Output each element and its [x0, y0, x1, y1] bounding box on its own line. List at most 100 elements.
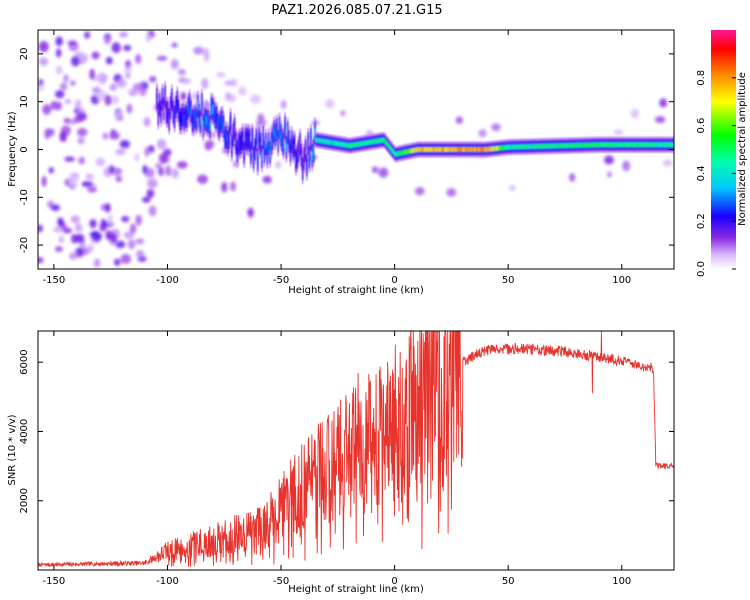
x-tick-label: 0: [391, 576, 397, 587]
spectrogram-ridge-cell: [521, 144, 523, 150]
spectrogram-ridge-cell: [506, 145, 508, 150]
colorbar-tick-label: 0.4: [696, 165, 707, 181]
spectrogram-noise-blob: [210, 131, 216, 138]
x-tick-label: -50: [273, 576, 289, 587]
spectrogram-noise-blob: [89, 218, 97, 229]
spectrogram-ridge-cell: [551, 143, 553, 149]
spectrogram-noise-blob: [157, 166, 165, 177]
spectrogram-ridge-cell: [419, 147, 421, 152]
spectrogram-ridge-cell: [314, 128, 316, 137]
spectrogram-noise-blob: [71, 233, 79, 244]
spectrogram-ridge-cell: [169, 103, 172, 113]
spectrogram-ridge-cell: [201, 100, 203, 109]
spectrogram-ridge-cell: [492, 146, 495, 152]
spectrogram-ridge-cell: [510, 144, 513, 150]
spectrogram-noise-blob: [112, 170, 122, 176]
spectrogram-ridge-cell: [547, 143, 549, 149]
spectrogram-ridge-cell: [203, 114, 206, 124]
spectrogram-noise-blob: [205, 139, 215, 149]
spectrogram-ridge-cell: [435, 147, 438, 152]
spectrogram-ridge-cell: [578, 142, 581, 148]
spectrogram-ridge-cell: [231, 141, 233, 151]
spectrogram-ridge-cell: [525, 144, 528, 149]
spectrogram-ridge-cell: [240, 138, 243, 148]
spectrogram-ridge-cell: [410, 148, 413, 154]
spectrogram-ridge-cell: [405, 149, 408, 155]
spectrogram-ridge-cell: [243, 148, 245, 157]
spectrogram-ridge-cell: [604, 142, 607, 147]
spectrogram-ridge-cell: [560, 143, 563, 148]
spectrogram-ridge-cell: [544, 143, 547, 149]
snr-y-ticks: 2000 4000 6000: [19, 349, 674, 513]
spectrogram-ridge-cell: [457, 147, 459, 152]
spectrogram-ridge-cell: [340, 141, 342, 147]
spectrogram-ridge-cell: [654, 142, 657, 147]
spectrogram-noise-blob: [144, 147, 150, 157]
spectrogram-noise-blob: [110, 232, 117, 243]
spectrogram-ridge-cell: [649, 142, 652, 147]
snr-frame: [37, 330, 675, 571]
spectrogram-ridge-cell: [402, 150, 405, 155]
spectrogram-ridge-cell: [357, 141, 360, 147]
spectrogram-ridge-cell: [252, 153, 255, 162]
snr-series-line: [38, 331, 674, 568]
spectrogram-ridge-cell: [477, 147, 480, 152]
spectrogram-ridge-cell: [575, 143, 578, 148]
spectrogram-ridge-cell: [423, 147, 425, 152]
spectrogram-ridge-cell: [263, 147, 266, 156]
spectrogram-marks: [38, 30, 674, 268]
spectrogram-ridge-cell: [344, 142, 346, 148]
spectrogram-ridge-cell: [629, 142, 631, 147]
spectrogram-ridge-cell: [633, 142, 635, 147]
spectrogram-ridge-cell: [569, 143, 571, 148]
spectrogram-ridge-cell: [372, 139, 375, 144]
spectrogram-ridge-cell: [338, 141, 341, 147]
spectrogram-ridge-cell: [241, 134, 244, 143]
spectrogram-ridge-cell: [558, 143, 560, 149]
spectrogram-noise-blob: [112, 131, 120, 140]
spectrogram-noise-blob: [491, 123, 501, 132]
spectrogram-noise-blob: [509, 184, 516, 192]
spectrogram-ridge-cell: [315, 137, 318, 143]
spectrogram-ridge-cell: [255, 135, 258, 145]
spectrogram-ridge-cell: [233, 124, 236, 134]
colorbar-gradient: [711, 30, 736, 269]
spectrogram-ridge-cell: [308, 153, 311, 162]
spectrogram-ridge-cell: [327, 139, 330, 145]
spectrogram-ridge-cell: [442, 147, 444, 152]
spectrogram-noise-blob: [59, 130, 67, 141]
spectrogram-ridge-cell: [626, 142, 628, 147]
spectrogram-ridge-cell: [232, 130, 235, 140]
spectrogram-ridge-cell: [311, 151, 314, 161]
figure-title: PAZ1.2026.085.07.21.G15: [271, 3, 442, 18]
spectrogram-ridge-cell: [292, 143, 294, 153]
spectrogram-ridge-cell: [345, 142, 348, 148]
spectrogram-noise-blob: [662, 159, 673, 167]
spectrogram-noise-blob: [170, 58, 179, 70]
spectrogram-ridge-cell: [171, 95, 173, 105]
spectrogram-ridge-cell: [206, 116, 209, 126]
spectrogram-ridge-cell: [262, 133, 265, 142]
spectrogram-ridge-cell: [612, 142, 615, 147]
spectrogram-noise-blob: [230, 78, 238, 87]
spectrogram-ridge-cell: [180, 114, 183, 124]
spectrogram-ridge-cell: [374, 139, 376, 144]
spectrogram-noise-blob: [197, 174, 208, 185]
spectrogram-noise-blob: [156, 55, 168, 61]
spectrogram-noise-blob: [109, 83, 117, 92]
spectrogram-noise-blob: [113, 258, 121, 267]
spectrogram-noise-blob: [69, 172, 80, 180]
spectrogram-noise-blob: [74, 222, 83, 233]
spectrogram-ridge-cell: [574, 143, 577, 148]
spectrogram-noise-blob: [67, 40, 78, 46]
spectrogram-ridge-cell: [439, 147, 442, 152]
spectrogram-ridge-cell: [300, 150, 303, 160]
spectrogram-ridge-cell: [443, 147, 446, 152]
spectrogram-ridge-cell: [297, 146, 300, 156]
spectrogram-ridge-cell: [164, 92, 166, 102]
spectrogram-ridge-cell: [191, 115, 194, 125]
spectrogram-ridge-cell: [656, 142, 658, 147]
spectrogram-ridge-cell: [368, 140, 371, 145]
spectrogram-ridge-cell: [638, 142, 641, 147]
spectrogram-ridge-cell: [312, 146, 315, 156]
